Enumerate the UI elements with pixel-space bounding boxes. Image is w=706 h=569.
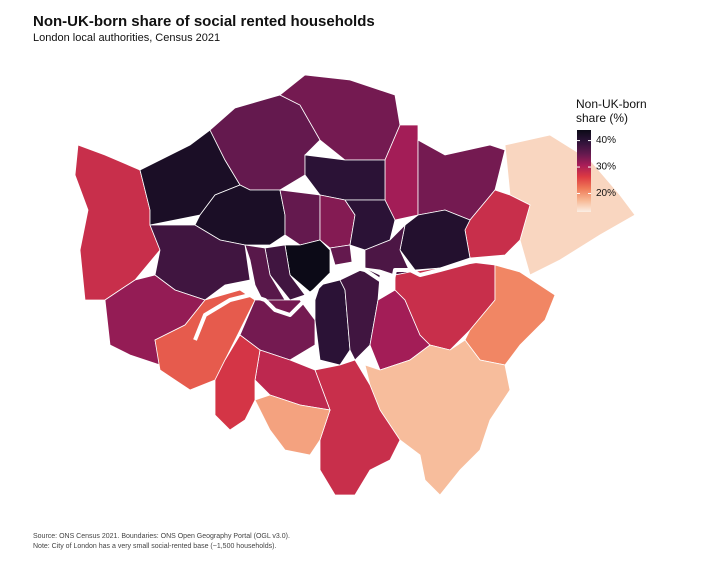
borough (149, 224, 251, 301)
borough (314, 359, 401, 496)
subtitle: London local authorities, Census 2021 (33, 32, 220, 44)
title: Non-UK-born share of social rented house… (33, 13, 375, 30)
source: Source: ONS Census 2021. Boundaries: ONS… (33, 533, 290, 540)
borough (279, 189, 321, 246)
legend-title: Non-UK-born share (%) (576, 97, 647, 125)
borough (304, 154, 386, 201)
note: Note: City of London has a very small so… (33, 543, 276, 550)
regions (74, 74, 636, 496)
colorbar-tick-label: 30% (596, 162, 616, 173)
borough (214, 334, 261, 431)
borough (254, 394, 331, 456)
colorbar (577, 130, 591, 212)
colorbar-tick-label: 40% (596, 135, 616, 146)
borough (399, 209, 471, 271)
borough (314, 279, 351, 366)
colorbar-tick-label: 20% (596, 188, 616, 199)
borough (329, 244, 353, 266)
river (193, 256, 513, 341)
